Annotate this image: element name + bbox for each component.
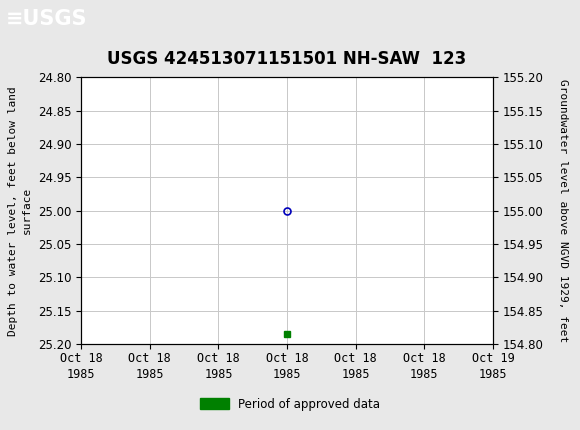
Legend: Period of approved data: Period of approved data (195, 393, 385, 415)
Y-axis label: Depth to water level, feet below land
surface: Depth to water level, feet below land su… (8, 86, 32, 335)
Text: ≡USGS: ≡USGS (6, 9, 88, 29)
Title: USGS 424513071151501 NH-SAW  123: USGS 424513071151501 NH-SAW 123 (107, 49, 467, 68)
Y-axis label: Groundwater level above NGVD 1929, feet: Groundwater level above NGVD 1929, feet (557, 79, 568, 342)
